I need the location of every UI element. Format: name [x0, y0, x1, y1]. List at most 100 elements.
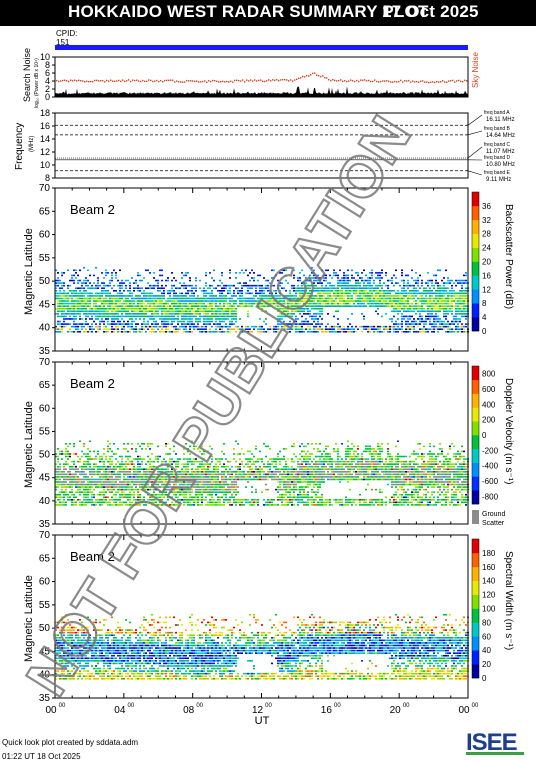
- sky-noise-point: [266, 80, 268, 82]
- sky-noise-point: [356, 79, 358, 82]
- sky-noise-point: [284, 78, 286, 81]
- freq-legend-band: freq band A: [484, 110, 510, 116]
- colorbar-swatch: [472, 407, 479, 422]
- colorbar-swatch: [472, 261, 479, 276]
- sky-noise-point: [294, 79, 296, 81]
- x-tick-label: 16 00: [321, 703, 342, 716]
- velocity-colorbar-tick: -400: [482, 462, 499, 471]
- power-colorbar-tick: 36: [482, 202, 491, 211]
- width-ytick-label: 60: [39, 577, 51, 588]
- sky-noise-point: [380, 80, 382, 83]
- sky-noise-point: [154, 80, 156, 82]
- sky-noise-point: [72, 80, 74, 82]
- sky-noise-point: [96, 79, 98, 82]
- colorbar-frame: [471, 538, 480, 679]
- sky-noise-point: [204, 80, 206, 82]
- sky-noise-point: [326, 77, 328, 79]
- colorbar-swatch: [472, 247, 479, 262]
- velocity-colorbar-tick: 600: [482, 385, 496, 394]
- sky-noise-point: [384, 80, 386, 82]
- sky-noise-point: [316, 74, 318, 76]
- sky-noise-point: [224, 81, 226, 83]
- frequency-ytick-label: 10: [40, 160, 50, 170]
- sky-noise-point: [330, 79, 332, 82]
- velocity-ytick-label: 70: [39, 357, 51, 368]
- sky-noise-point: [248, 80, 250, 82]
- sky-noise-point: [238, 80, 240, 82]
- sky-noise-point: [422, 80, 424, 82]
- power-ytick-label: 35: [39, 346, 51, 357]
- sky-noise-point: [188, 80, 190, 82]
- velocity-colorbar-tick: 0: [482, 431, 487, 440]
- power-colorbar-tick: 32: [482, 216, 491, 225]
- width-colorbar-tick: 0: [482, 674, 487, 683]
- power-beam-label: Beam 2: [70, 202, 115, 217]
- sky-noise-point: [390, 81, 392, 83]
- sky-noise-point: [174, 81, 176, 83]
- width-ytick-label: 55: [39, 600, 51, 611]
- sky-noise-point: [358, 80, 360, 83]
- colorbar-swatch: [472, 205, 479, 221]
- velocity-colorbar-tick: 800: [482, 370, 496, 379]
- colorbar-swatch: [472, 303, 479, 318]
- power-colorbar-tick: 20: [482, 258, 491, 267]
- width-data-cells: [55, 613, 469, 680]
- sky-noise-point: [320, 75, 322, 78]
- sky-noise-point: [110, 79, 112, 81]
- sky-noise-point: [112, 80, 114, 82]
- sky-noise-point: [262, 80, 264, 83]
- sky-noise-point: [424, 81, 426, 83]
- freq-legend-value: 11.07 MHz: [486, 149, 515, 155]
- velocity-colorbar-tick: -600: [482, 477, 499, 486]
- sky-noise-point: [222, 80, 224, 83]
- sky-noise-point: [318, 74, 320, 77]
- sky-noise-point: [256, 80, 258, 82]
- width-ytick-label: 45: [39, 646, 51, 657]
- sky-noise-point: [62, 79, 64, 82]
- sky-noise-point: [186, 79, 188, 82]
- sky-noise-point: [426, 81, 428, 83]
- sky-noise-point: [368, 79, 370, 82]
- power-ytick-label: 45: [39, 299, 51, 310]
- sky-noise-point: [150, 79, 152, 82]
- sky-noise-point: [234, 79, 236, 82]
- sky-noise-point: [428, 81, 430, 84]
- sky-noise-point: [338, 79, 340, 82]
- freq-legend-value: 9.11 MHz: [486, 177, 511, 183]
- sky-noise-point: [74, 79, 76, 81]
- sky-noise-point: [376, 80, 378, 83]
- frequency-ylabel: Frequency: [14, 123, 25, 170]
- sky-noise-point: [166, 79, 168, 82]
- width-ytick-label: 65: [39, 553, 51, 564]
- velocity-ytick-label: 35: [39, 519, 51, 530]
- sky-noise-point: [306, 74, 308, 77]
- colorbar-swatch: [472, 275, 479, 290]
- colorbar-swatch: [472, 435, 479, 450]
- freq-legend-band: freq band C: [484, 142, 511, 148]
- x-tick-minute: 00: [127, 703, 134, 709]
- sky-noise-point: [128, 79, 130, 81]
- velocity-ytick-label: 50: [39, 450, 51, 461]
- freq-legend-value: 16.11 MHz: [486, 117, 515, 123]
- width-colorbar-tick: 100: [482, 605, 496, 614]
- sky-noise-point: [364, 79, 366, 81]
- width-colorbar-tick: 180: [482, 549, 496, 558]
- sky-noise-point: [132, 79, 134, 81]
- power-colorbar-tick: 12: [482, 285, 491, 294]
- plot-date: 17 Oct 2025: [382, 2, 479, 21]
- freq-legend-connector: [467, 170, 483, 176]
- width-colorbar: [471, 538, 480, 679]
- width-colorbar-label: Spectral Width (m s⁻¹): [503, 551, 514, 650]
- sky-noise-point: [106, 79, 108, 82]
- sky-noise-point: [334, 79, 336, 82]
- width-ylabel: Magnetic Latitude: [23, 575, 35, 662]
- x-tick-hour: 00: [458, 705, 470, 716]
- freq-legend-value: 14.64 MHz: [486, 133, 515, 139]
- sky-noise-point: [290, 79, 292, 81]
- cpid-label: CPID:: [56, 29, 78, 38]
- sky-noise-point: [354, 80, 356, 83]
- freq-legend-value: 10.80 MHz: [486, 162, 515, 168]
- x-tick-label: 20 00: [390, 703, 411, 716]
- width-ytick-label: 70: [39, 530, 51, 541]
